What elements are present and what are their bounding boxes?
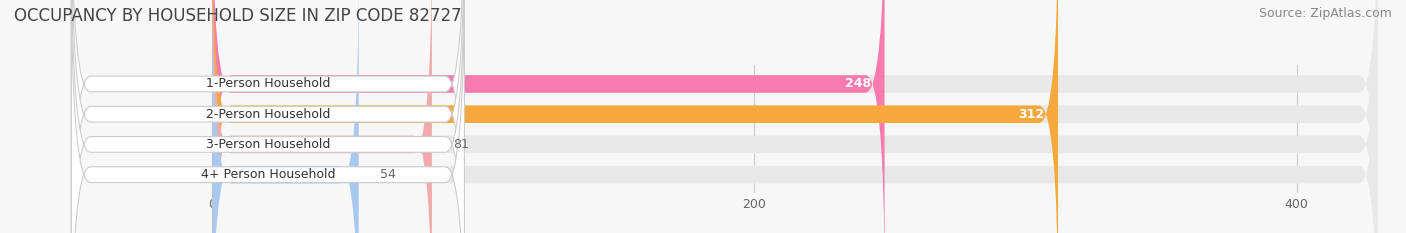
- Text: OCCUPANCY BY HOUSEHOLD SIZE IN ZIP CODE 82727: OCCUPANCY BY HOUSEHOLD SIZE IN ZIP CODE …: [14, 7, 461, 25]
- Text: 3-Person Household: 3-Person Household: [205, 138, 330, 151]
- FancyBboxPatch shape: [72, 0, 464, 233]
- Text: 2-Person Household: 2-Person Household: [205, 108, 330, 121]
- FancyBboxPatch shape: [72, 0, 464, 233]
- FancyBboxPatch shape: [212, 0, 884, 233]
- FancyBboxPatch shape: [72, 0, 464, 233]
- FancyBboxPatch shape: [212, 0, 1378, 233]
- FancyBboxPatch shape: [212, 0, 1059, 233]
- Text: 4+ Person Household: 4+ Person Household: [201, 168, 335, 181]
- FancyBboxPatch shape: [212, 0, 432, 233]
- Text: 248: 248: [845, 78, 870, 90]
- Text: 81: 81: [454, 138, 470, 151]
- Text: 312: 312: [1018, 108, 1045, 121]
- FancyBboxPatch shape: [212, 0, 1378, 233]
- FancyBboxPatch shape: [212, 0, 1378, 233]
- Text: 54: 54: [381, 168, 396, 181]
- Text: Source: ZipAtlas.com: Source: ZipAtlas.com: [1258, 7, 1392, 20]
- FancyBboxPatch shape: [212, 0, 1378, 233]
- Text: 1-Person Household: 1-Person Household: [205, 78, 330, 90]
- FancyBboxPatch shape: [212, 0, 359, 233]
- FancyBboxPatch shape: [72, 0, 464, 233]
